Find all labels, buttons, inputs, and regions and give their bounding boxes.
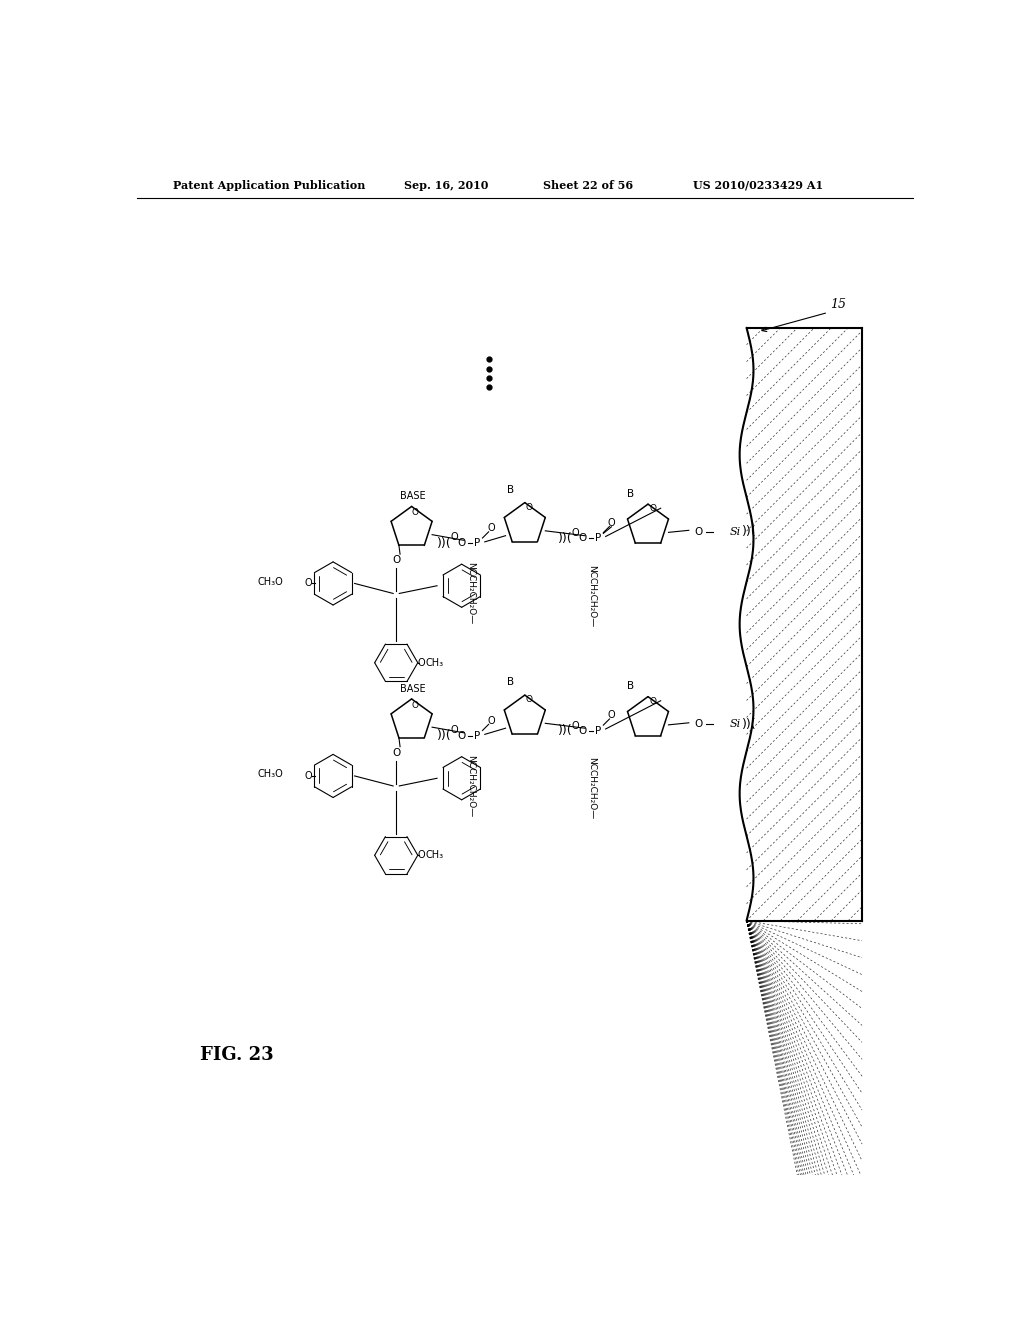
- Text: O: O: [412, 701, 419, 710]
- Text: 15: 15: [829, 298, 846, 312]
- Text: BASE: BASE: [400, 491, 426, 502]
- Text: Si: Si: [729, 719, 740, 730]
- Text: O: O: [579, 533, 587, 543]
- Text: Patent Application Publication: Patent Application Publication: [173, 180, 366, 191]
- Text: O: O: [412, 508, 419, 517]
- Text: B: B: [507, 677, 514, 688]
- Text: O: O: [418, 850, 425, 861]
- Text: Si: Si: [729, 527, 740, 537]
- Text: O: O: [608, 517, 615, 528]
- Text: O: O: [487, 715, 495, 726]
- Text: NCCH₂CH₂O—: NCCH₂CH₂O—: [588, 565, 596, 627]
- Text: O: O: [649, 504, 656, 513]
- Text: O: O: [304, 771, 312, 781]
- Text: ))(: ))(: [742, 718, 757, 731]
- Text: O: O: [418, 657, 425, 668]
- Text: ))(: ))(: [437, 537, 452, 550]
- Text: Sep. 16, 2010: Sep. 16, 2010: [403, 180, 488, 191]
- Text: O: O: [525, 503, 532, 512]
- Text: O: O: [649, 697, 656, 706]
- Text: O: O: [392, 748, 400, 758]
- Text: P: P: [474, 731, 480, 741]
- Text: FIG. 23: FIG. 23: [200, 1047, 273, 1064]
- Text: O: O: [458, 731, 466, 741]
- Text: O: O: [608, 710, 615, 721]
- Text: O: O: [571, 528, 579, 539]
- Text: B: B: [628, 488, 635, 499]
- Text: NCCH₂CH₂O—: NCCH₂CH₂O—: [466, 562, 475, 624]
- Text: O: O: [571, 721, 579, 731]
- Text: P: P: [474, 539, 480, 548]
- Text: ))(: ))(: [558, 723, 572, 737]
- Text: CH₃O: CH₃O: [257, 577, 283, 587]
- Text: O: O: [694, 719, 702, 730]
- Text: O: O: [392, 556, 400, 565]
- Text: ))(: ))(: [558, 532, 572, 545]
- Text: CH₃: CH₃: [425, 657, 443, 668]
- Text: P: P: [595, 533, 601, 543]
- Text: O: O: [304, 578, 312, 589]
- Text: O: O: [525, 696, 532, 704]
- Text: O: O: [458, 539, 466, 548]
- Text: NCCH₂CH₂O—: NCCH₂CH₂O—: [466, 755, 475, 817]
- Text: O: O: [487, 523, 495, 533]
- Text: NCCH₂CH₂O—: NCCH₂CH₂O—: [588, 758, 596, 820]
- Text: B: B: [628, 681, 635, 692]
- Text: O: O: [451, 725, 458, 735]
- Text: ))(: ))(: [437, 730, 452, 742]
- Text: CH₃: CH₃: [425, 850, 443, 861]
- Text: O: O: [579, 726, 587, 735]
- Text: Sheet 22 of 56: Sheet 22 of 56: [543, 180, 633, 191]
- Text: US 2010/0233429 A1: US 2010/0233429 A1: [692, 180, 823, 191]
- Text: P: P: [595, 726, 601, 735]
- Text: CH₃O: CH₃O: [257, 770, 283, 779]
- Text: B: B: [507, 484, 514, 495]
- Text: BASE: BASE: [400, 684, 426, 693]
- Text: ))(: ))(: [742, 525, 757, 539]
- Text: O: O: [694, 527, 702, 537]
- Text: O: O: [451, 532, 458, 543]
